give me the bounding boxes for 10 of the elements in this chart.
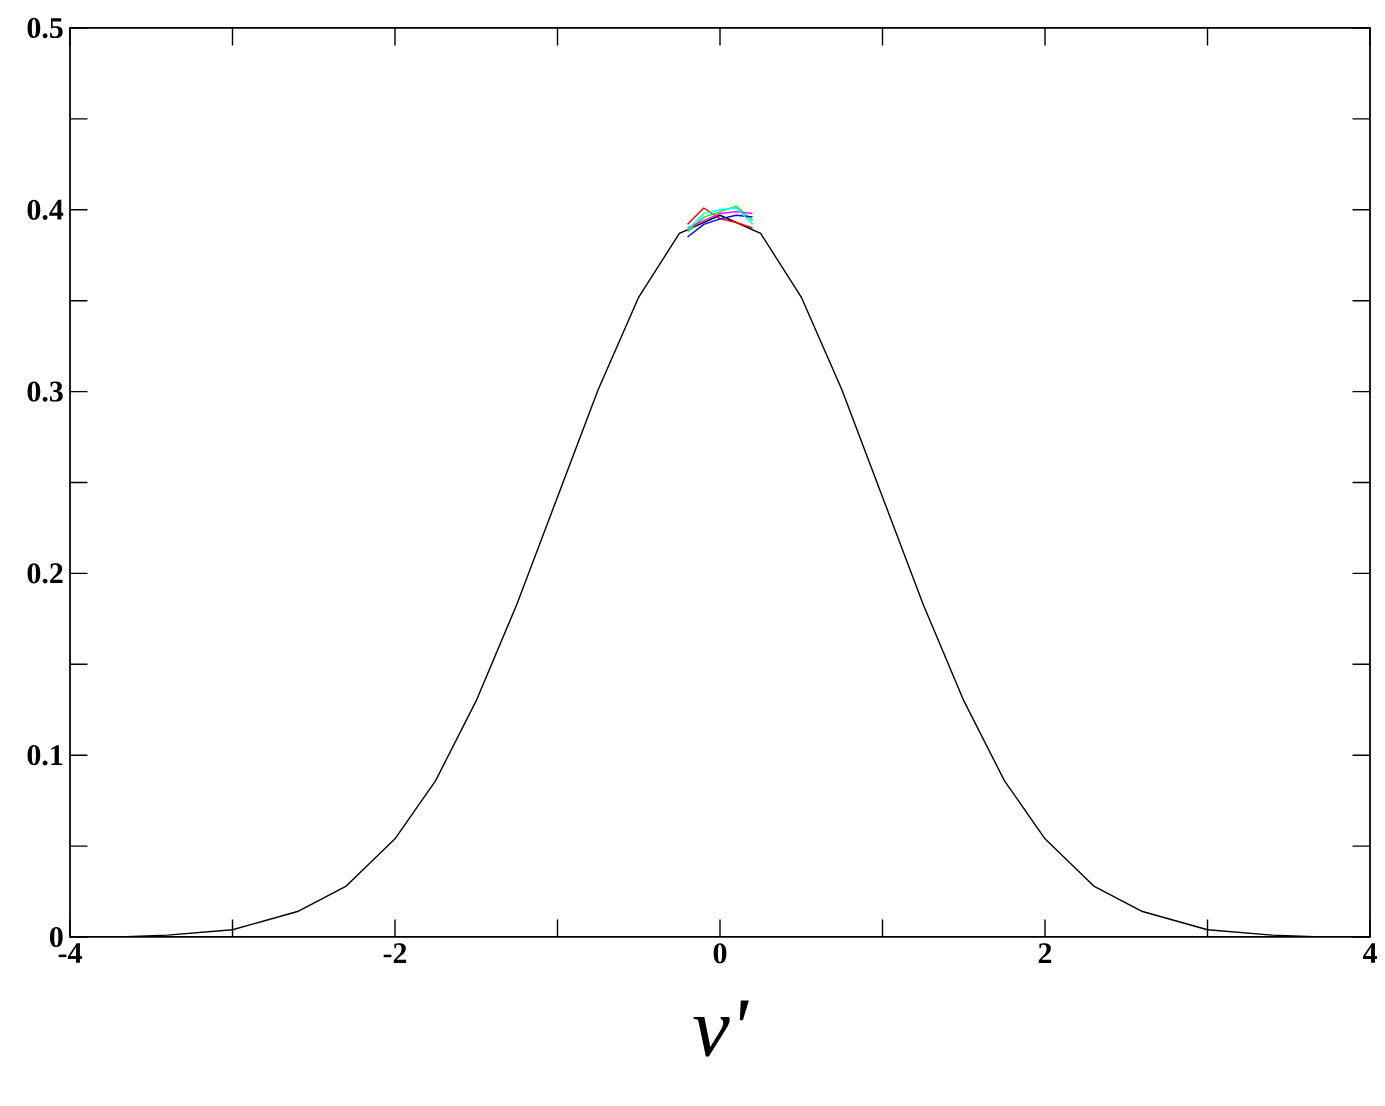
x-tick-label: 0	[713, 943, 727, 964]
y-tick-label: 0.2	[27, 563, 63, 584]
y-tick-label: 0.5	[27, 17, 63, 39]
x-axis-title: ν'	[693, 1000, 749, 1057]
x-tick-label: 2	[1038, 943, 1052, 963]
x-tick-label: 4	[1362, 943, 1377, 963]
x-tick-label: -2	[383, 943, 407, 963]
y-tick-label: 0.3	[27, 381, 63, 402]
y-tick-label: 0.4	[27, 199, 64, 220]
y-tick-label: 0.1	[27, 745, 63, 766]
